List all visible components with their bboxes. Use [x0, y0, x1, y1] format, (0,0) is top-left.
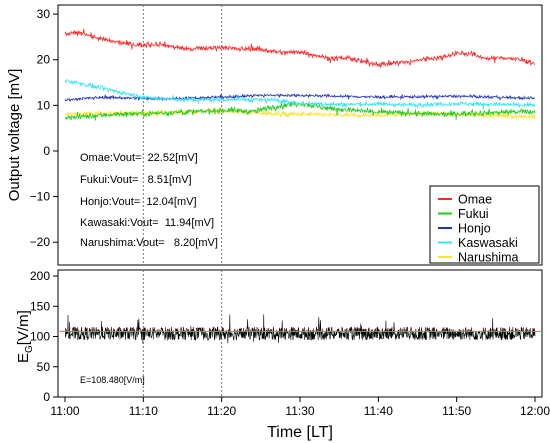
- x-tick-label: 11:30: [285, 404, 314, 418]
- field-series-line: [64, 314, 536, 344]
- annotation-fukui: Fukui:Vout= 8.51[mV]: [80, 174, 192, 186]
- bottom-y-tick-label: 50: [37, 360, 51, 374]
- bottom-annotation: E=108.480[V/m]: [80, 375, 145, 385]
- top-series-lines: [64, 28, 536, 121]
- bottom-y-label-unit: [V/m]: [15, 310, 32, 345]
- bottom-grid: [142, 270, 223, 397]
- annotation-honjo: Honjo:Vout= 12.04[mV]: [80, 196, 197, 208]
- bottom-y-label-main: E: [15, 353, 32, 363]
- legend-label-fukui: Fukui: [458, 207, 489, 221]
- top-y-tick-label: −20: [30, 235, 51, 249]
- bottom-y-label-sub: G: [24, 345, 35, 353]
- bottom-y-tick-label: 200: [30, 269, 50, 283]
- top-y-tick-label: 10: [37, 98, 51, 112]
- annotation-omae: Omae:Vout= 22.52[mV]: [80, 152, 198, 164]
- x-tick-label: 11:10: [129, 404, 158, 418]
- bottom-y-tick-label: 100: [30, 330, 50, 344]
- top-y-ticks: −20 −10 0 10 20 30: [30, 7, 58, 249]
- top-y-tick-label: 30: [37, 7, 51, 21]
- top-y-axis-label: Output voltage [mV]: [6, 69, 23, 202]
- legend-label-honjo: Honjo: [458, 222, 491, 236]
- top-y-tick-label: 0: [43, 144, 50, 158]
- annotation-narushima: Narushima:Vout= 8.20[mV]: [80, 237, 218, 249]
- bottom-y-axis-label: EG[V/m]: [15, 310, 35, 363]
- x-tick-label: 12:00: [520, 404, 550, 418]
- bottom-y-ticks: 0 50 100 150 200: [30, 269, 58, 404]
- annotation-kawasaki: Kawasaki:Vout= 11.94[mV]: [80, 217, 214, 229]
- bottom-y-tick-label: 0: [43, 390, 50, 404]
- annotations-block: Omae:Vout= 22.52[mV] Fukui:Vout= 8.51[mV…: [80, 152, 218, 249]
- x-tick-label: 11:20: [207, 404, 236, 418]
- legend-label-kaswasaki: Kaswasaki: [458, 236, 518, 250]
- top-y-tick-label: 20: [37, 53, 51, 67]
- series-line-honjo: [64, 93, 536, 103]
- x-tick-label: 11:00: [50, 404, 79, 418]
- bottom-x-ticks: 11:00 11:10 11:20 11:30 11:40 11:50 12:00: [50, 397, 550, 418]
- bottom-y-tick-label: 150: [30, 299, 50, 313]
- legend-label-narushima: Narushima: [458, 251, 518, 265]
- series-line-kaswasaki: [64, 78, 536, 110]
- top-grid: [142, 5, 223, 265]
- bottom-series-line: [58, 314, 542, 344]
- x-axis-label: Time [LT]: [267, 424, 333, 441]
- x-tick-label: 11:50: [442, 404, 471, 418]
- top-plot-frame: [57, 4, 543, 266]
- x-tick-label: 11:40: [364, 404, 393, 418]
- legend-label-omae: Omae: [458, 193, 492, 207]
- top-y-tick-label: −10: [30, 190, 51, 204]
- series-line-omae: [64, 28, 536, 68]
- top-panel: −20 −10 0 10 20 30 Omae:Vout= 22.52[mV] Fukui…: [6, 4, 543, 266]
